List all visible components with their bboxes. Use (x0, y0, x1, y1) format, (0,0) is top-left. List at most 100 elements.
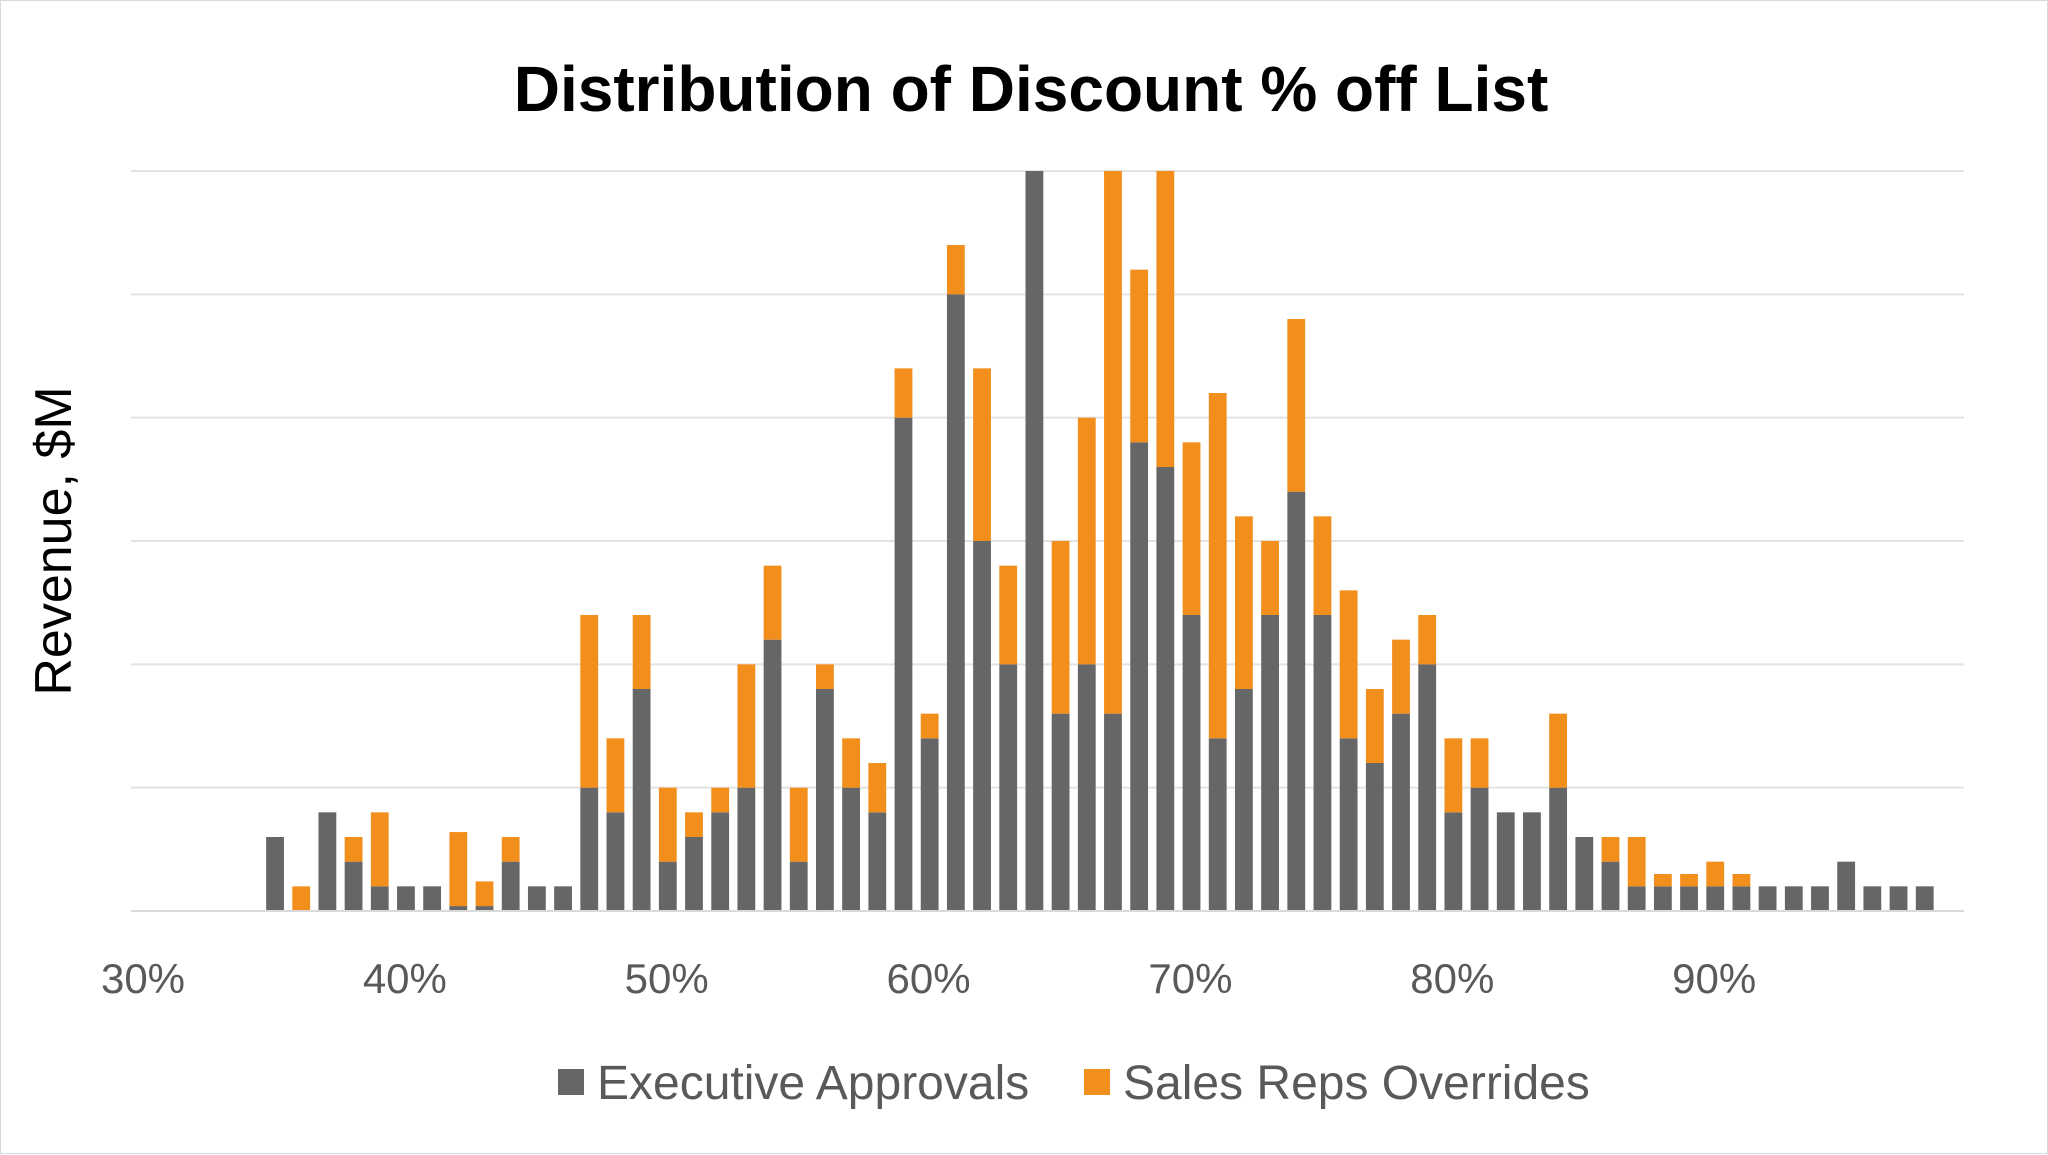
bar-executive-approvals (1444, 812, 1463, 911)
chart-title: Distribution of Discount % off List (514, 53, 1549, 125)
bar-executive-approvals (449, 906, 468, 911)
bar-executive-approvals (1182, 615, 1201, 911)
bar-sales-reps-overrides (632, 615, 651, 689)
bar-sales-reps-overrides (1601, 837, 1620, 862)
bar-sales-reps-overrides (816, 664, 834, 689)
bar-sales-reps-overrides (292, 886, 311, 911)
bar-sales-reps-overrides (1418, 615, 1437, 665)
x-tick-label: 30% (101, 955, 185, 1002)
bar-sales-reps-overrides (1653, 874, 1672, 887)
bar-sales-reps-overrides (1470, 738, 1489, 788)
bar-executive-approvals (763, 639, 782, 911)
bar-executive-approvals (606, 812, 625, 911)
x-tick-labels: 30% 40% 50% 60% 70% 80% 90% (101, 955, 1756, 1002)
bar-sales-reps-overrides (1392, 639, 1410, 714)
bar-executive-approvals (868, 812, 887, 911)
bar-executive-approvals (397, 886, 415, 911)
bar-executive-approvals (554, 886, 572, 911)
bar-sales-reps-overrides (1234, 516, 1253, 689)
bar-executive-approvals (1653, 886, 1672, 911)
bar-sales-reps-overrides (1732, 874, 1751, 887)
bar-sales-reps-overrides (946, 245, 965, 295)
bar-executive-approvals (920, 738, 939, 911)
bar-executive-approvals (842, 787, 861, 911)
legend-swatch-sales-reps-overrides (1084, 1069, 1110, 1095)
bar-sales-reps-overrides (789, 787, 808, 862)
bar-sales-reps-overrides (1104, 171, 1122, 714)
bar-executive-approvals (1889, 886, 1908, 911)
bar-sales-reps-overrides (737, 664, 756, 788)
bar-sales-reps-overrides (1365, 689, 1384, 763)
y-axis-label: Revenue, $M (25, 386, 83, 695)
bars (266, 171, 1934, 911)
bar-sales-reps-overrides (475, 881, 494, 907)
legend-swatch-executive-approvals (558, 1069, 584, 1095)
x-tick-label: 60% (887, 955, 971, 1002)
bar-executive-approvals (370, 886, 389, 911)
bar-executive-approvals (1915, 886, 1934, 911)
bar-sales-reps-overrides (1077, 417, 1096, 665)
bar-sales-reps-overrides (1130, 269, 1149, 443)
x-tick-label: 80% (1410, 955, 1494, 1002)
bar-executive-approvals (1706, 886, 1725, 911)
bar-sales-reps-overrides (344, 837, 363, 862)
bar-executive-approvals (1208, 738, 1227, 911)
bar-sales-reps-overrides (1549, 713, 1568, 788)
bar-executive-approvals (1156, 467, 1175, 911)
x-tick-label: 90% (1672, 955, 1756, 1002)
bar-executive-approvals (1077, 664, 1096, 911)
bar-sales-reps-overrides (1156, 171, 1175, 467)
bar-executive-approvals (1025, 171, 1044, 911)
bar-executive-approvals (1261, 615, 1279, 911)
bar-sales-reps-overrides (370, 812, 389, 887)
bar-sales-reps-overrides (868, 763, 887, 813)
bar-executive-approvals (1627, 886, 1646, 911)
bar-executive-approvals (1758, 886, 1777, 911)
bar-executive-approvals (1234, 689, 1253, 911)
bar-executive-approvals (1470, 787, 1489, 911)
bar-executive-approvals (999, 664, 1018, 911)
bar-executive-approvals (318, 812, 337, 911)
bar-executive-approvals (1313, 615, 1332, 911)
bar-executive-approvals (737, 787, 756, 911)
bar-sales-reps-overrides (449, 832, 468, 907)
bar-sales-reps-overrides (920, 713, 939, 739)
bar-executive-approvals (1837, 861, 1856, 911)
x-tick-label: 40% (363, 955, 447, 1002)
bar-executive-approvals (1392, 713, 1410, 911)
bar-sales-reps-overrides (1182, 442, 1201, 615)
bar-executive-approvals (658, 861, 677, 911)
bar-sales-reps-overrides (580, 615, 599, 788)
bar-sales-reps-overrides (1706, 861, 1725, 887)
bar-executive-approvals (266, 837, 284, 911)
bar-sales-reps-overrides (1313, 516, 1332, 615)
bar-executive-approvals (632, 689, 651, 911)
bar-executive-approvals (580, 787, 599, 911)
bar-executive-approvals (1496, 812, 1515, 911)
bar-executive-approvals (685, 837, 703, 911)
legend: Executive Approvals Sales Reps Overrides (558, 1057, 1590, 1110)
legend-label-sales-reps-overrides: Sales Reps Overrides (1123, 1057, 1590, 1110)
bar-sales-reps-overrides (763, 565, 782, 640)
bar-executive-approvals (423, 886, 442, 911)
bar-executive-approvals (1287, 491, 1306, 911)
bar-executive-approvals (1575, 837, 1594, 911)
bar-executive-approvals (789, 861, 808, 911)
bar-executive-approvals (527, 886, 546, 911)
bar-sales-reps-overrides (658, 787, 677, 862)
bar-sales-reps-overrides (1680, 874, 1698, 887)
bar-sales-reps-overrides (1287, 319, 1306, 492)
bar-sales-reps-overrides (1339, 590, 1358, 739)
bar-executive-approvals (344, 861, 363, 911)
bar-executive-approvals (1549, 787, 1568, 911)
bar-executive-approvals (1104, 713, 1122, 911)
bar-sales-reps-overrides (842, 738, 861, 788)
bar-sales-reps-overrides (1444, 738, 1463, 813)
bar-executive-approvals (946, 294, 965, 911)
bar-executive-approvals (1863, 886, 1882, 911)
bar-executive-approvals (894, 417, 913, 911)
x-tick-label: 50% (625, 955, 709, 1002)
bar-sales-reps-overrides (1627, 837, 1646, 887)
bar-executive-approvals (973, 541, 991, 911)
